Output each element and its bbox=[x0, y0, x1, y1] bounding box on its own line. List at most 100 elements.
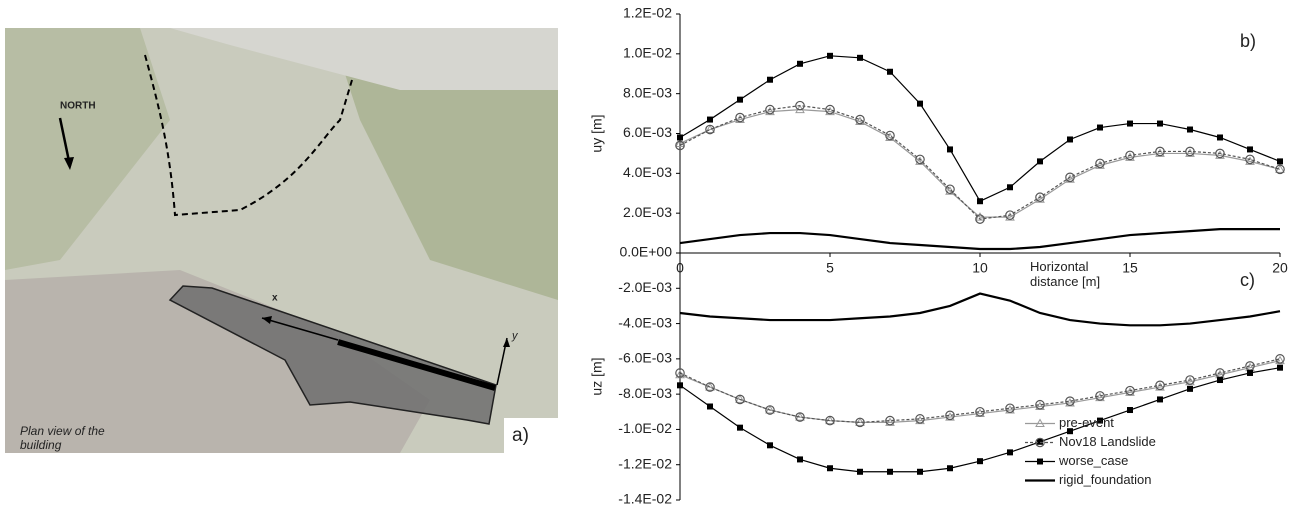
marker bbox=[675, 140, 685, 151]
marker bbox=[1247, 146, 1253, 153]
marker bbox=[1037, 438, 1043, 445]
marker bbox=[765, 104, 775, 115]
x-tick-label: 10 bbox=[972, 260, 988, 276]
marker bbox=[1035, 192, 1045, 203]
marker bbox=[735, 112, 745, 123]
marker bbox=[1185, 146, 1195, 157]
marker bbox=[1275, 354, 1285, 364]
marker bbox=[675, 368, 685, 378]
marker bbox=[705, 382, 715, 392]
panel-label: c) bbox=[1240, 270, 1255, 290]
marker bbox=[1277, 158, 1283, 165]
marker bbox=[1185, 375, 1195, 385]
marker bbox=[855, 417, 865, 428]
marker bbox=[1247, 369, 1253, 376]
marker bbox=[797, 456, 803, 463]
marker bbox=[1215, 150, 1225, 159]
legend-marker bbox=[1037, 458, 1043, 465]
marker bbox=[1127, 120, 1133, 127]
marker bbox=[767, 442, 773, 449]
marker bbox=[1245, 156, 1255, 165]
vegetation bbox=[330, 28, 558, 300]
y-tick-label: 1.0E-02 bbox=[623, 45, 672, 61]
marker bbox=[855, 114, 865, 125]
photo-caption: Plan view of the building bbox=[20, 424, 105, 452]
marker bbox=[827, 465, 833, 472]
y-tick-label: -4.0E-03 bbox=[618, 314, 672, 330]
marker bbox=[1185, 148, 1195, 157]
y-tick-label: 6.0E-03 bbox=[623, 124, 672, 140]
marker bbox=[945, 184, 955, 195]
x-tick-label: 20 bbox=[1272, 260, 1288, 276]
marker bbox=[735, 114, 745, 124]
marker bbox=[1155, 146, 1165, 157]
marker bbox=[915, 156, 925, 165]
aerial-photo: NORTH x y a) bbox=[5, 28, 558, 453]
marker bbox=[887, 68, 893, 75]
marker bbox=[1187, 385, 1193, 392]
x-tick-label: 5 bbox=[826, 260, 834, 276]
marker bbox=[825, 104, 835, 115]
marker bbox=[765, 405, 775, 415]
north-label: NORTH bbox=[60, 101, 96, 112]
marker bbox=[1157, 120, 1163, 127]
x-arrow bbox=[261, 317, 339, 341]
marker bbox=[1125, 385, 1135, 396]
marker bbox=[1217, 377, 1223, 384]
marker bbox=[915, 154, 925, 165]
marker bbox=[945, 410, 955, 421]
legend-label: rigid_foundation bbox=[1059, 472, 1152, 487]
y-tick-label: -1.4E-02 bbox=[618, 491, 672, 507]
y-axis-title: uy [m] bbox=[589, 114, 605, 152]
marker bbox=[1095, 158, 1105, 169]
marker bbox=[825, 106, 835, 116]
x-axis-title: Horizontal distance [m] bbox=[1030, 259, 1101, 289]
marker bbox=[975, 406, 985, 417]
marker bbox=[795, 412, 805, 422]
y-tick-label: 4.0E-03 bbox=[623, 164, 672, 180]
marker bbox=[827, 52, 833, 59]
series-line bbox=[679, 228, 1280, 251]
marker bbox=[1067, 428, 1073, 435]
panel-label: b) bbox=[1240, 31, 1256, 51]
marker bbox=[1005, 210, 1015, 220]
marker bbox=[917, 468, 923, 475]
marker bbox=[767, 76, 773, 83]
x-axis-label: x bbox=[272, 293, 278, 304]
marker bbox=[707, 116, 713, 123]
road bbox=[170, 28, 558, 90]
series-line bbox=[679, 292, 1281, 327]
landslide-outline bbox=[144, 54, 353, 217]
marker bbox=[1095, 391, 1105, 401]
marker bbox=[1007, 184, 1013, 191]
marker bbox=[677, 382, 683, 389]
marker bbox=[1215, 148, 1225, 159]
y-axis-label: y bbox=[511, 330, 519, 342]
wall bbox=[337, 339, 496, 391]
roofs bbox=[5, 270, 430, 453]
marker bbox=[1067, 136, 1073, 143]
marker bbox=[857, 468, 863, 475]
marker bbox=[1095, 160, 1105, 169]
marker bbox=[1007, 449, 1013, 456]
legend-marker bbox=[1035, 437, 1045, 448]
marker bbox=[1277, 364, 1283, 371]
marker bbox=[977, 198, 983, 205]
marker bbox=[1097, 124, 1103, 131]
marker bbox=[917, 100, 923, 107]
series-line bbox=[679, 105, 1281, 220]
legend-label: Nov18 Landslide bbox=[1059, 434, 1156, 449]
series-line bbox=[679, 358, 1281, 423]
y-tick-label: -6.0E-03 bbox=[618, 350, 672, 366]
x-tick-label: 15 bbox=[1122, 260, 1138, 276]
marker bbox=[1125, 152, 1135, 161]
y-tick-label: 0.0E+00 bbox=[619, 244, 672, 260]
y-tick-label: -8.0E-03 bbox=[618, 385, 672, 401]
marker bbox=[885, 415, 895, 426]
legend-label: worse_case bbox=[1058, 453, 1128, 468]
marker bbox=[735, 394, 745, 405]
marker bbox=[1035, 399, 1045, 410]
marker bbox=[735, 394, 745, 403]
marker bbox=[1245, 154, 1255, 165]
marker bbox=[977, 458, 983, 465]
